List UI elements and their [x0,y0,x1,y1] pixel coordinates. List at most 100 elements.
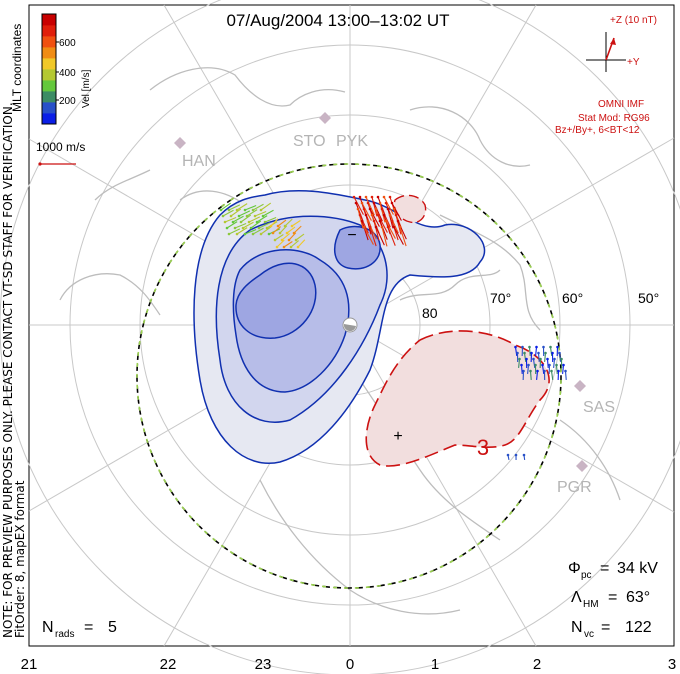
velocity-vector [262,209,274,217]
velocity-vector-origin [384,219,388,223]
stat-phi-pc-value: 34 kV [617,560,658,577]
radar-label-han: HAN [182,153,216,170]
velocity-vector-origin [560,357,563,361]
velocity-vector [553,358,556,369]
velocity-vector [288,232,297,241]
velocity-vector-origin [241,226,245,230]
velocity-vector [274,234,284,241]
velocity-vector [244,205,257,211]
stat-n-vc: N vc = 122 [571,619,652,640]
velocity-vector [523,352,527,362]
velocity-vector [381,226,388,247]
velocity-vector [256,215,268,223]
velocity-vector-origin [543,369,546,373]
velocity-vector [228,204,241,211]
velocity-vector-origin [253,214,257,218]
velocity-vector-origin [376,195,380,199]
velocity-vector-origin [536,369,539,373]
reference-vector-label: 1000 m/s [36,140,85,154]
velocity-vector-origin [251,232,255,236]
velocity-vector-origin [544,351,547,355]
colorbar-cell [42,113,56,125]
velocity-vector [286,226,296,234]
colorbar-tick-400: 400 [59,68,76,79]
latitude-label-50: 50° [638,290,659,306]
velocity-vector-origin [366,219,370,223]
mlt-axis: 21 22 23 0 1 2 3 [21,656,677,673]
velocity-vector [258,222,271,229]
velocity-vector-origin [231,220,235,224]
hm-boundary [136,163,562,589]
velocity-vector-origin [374,225,378,229]
velocity-vector [242,221,254,229]
velocity-vector [254,211,267,217]
contour-value-label: 3 [477,435,489,460]
latitude-label-70: 70° [490,290,511,306]
latitude-label-80: 80 [422,305,438,321]
velocity-vector [385,220,396,239]
velocity-vector-origin [276,224,280,228]
velocity-vector [550,370,554,380]
velocity-vector-origin [380,207,384,211]
velocity-vector [290,240,300,248]
velocity-vector [546,358,549,369]
velocity-vector-origin [219,208,223,212]
velocity-vector-origin [296,245,300,249]
velocity-vector-origin [267,232,271,236]
velocity-vector-origin [261,214,265,218]
velocity-vector [363,226,374,245]
colorbar-cell [42,69,56,81]
velocity-vector [365,214,372,235]
velocity-vector [379,220,388,240]
radar-site-pgr [576,460,588,472]
velocity-vector-origin [388,195,392,199]
velocity-vector-origin [374,207,378,211]
velocity-vector-origin [516,351,519,355]
velocity-vector [365,196,375,216]
reference-vector [38,162,76,166]
velocity-vector [284,218,293,227]
velocity-vector [399,226,407,247]
velocity-vector-origin [251,208,255,212]
colorbar-cell [42,25,56,37]
velocity-vector-origin [366,201,370,205]
velocity-vector [387,226,396,246]
velocity-vector-origin [358,195,362,199]
negative-potential-cell [193,190,486,464]
velocity-vector-origin [542,345,545,349]
imf-source: OMNI IMF [598,99,644,110]
velocity-vector [391,202,402,221]
velocity-vector [281,233,291,241]
velocity-vector-origin [522,369,525,373]
velocity-vector-origin [372,219,376,223]
velocity-vector [361,202,372,221]
velocity-vector-origin [386,207,390,211]
velocity-vector [520,364,523,375]
velocity-vector [397,220,407,240]
colorbar-tick-200: 200 [59,96,76,107]
svg-text:vc: vc [584,629,594,640]
svg-text:=: = [600,560,609,577]
colorbar-cell [42,102,56,114]
velocity-vector [252,227,264,235]
coordinates-note: MLT coordinates [10,24,24,112]
velocity-vector-origin [233,226,237,230]
velocity-vector-origin [223,220,227,224]
potential-minimum-marker: − [347,227,356,244]
velocity-vector-origin [388,213,392,217]
velocity-vector-origin [269,224,273,228]
velocity-vector [295,233,305,241]
velocity-vector-origin [294,238,298,242]
svg-text:Φ: Φ [568,560,581,577]
velocity-vector-origin [384,201,388,205]
velocity-vector-origin [529,369,532,373]
svg-text:N: N [42,619,54,636]
velocity-vector [226,221,238,229]
svg-text:HM: HM [583,599,599,610]
velocity-vector [541,364,545,374]
radar-site-sas [574,380,586,392]
mlt-label-0: 0 [346,656,354,673]
preview-note: NOTE: FOR PREVIEW PURPOSES ONLY. PLEASE … [1,102,15,638]
velocity-vector-origin [259,232,263,236]
fit-order-note: FitOrder: 8, mapEX format [13,480,27,638]
